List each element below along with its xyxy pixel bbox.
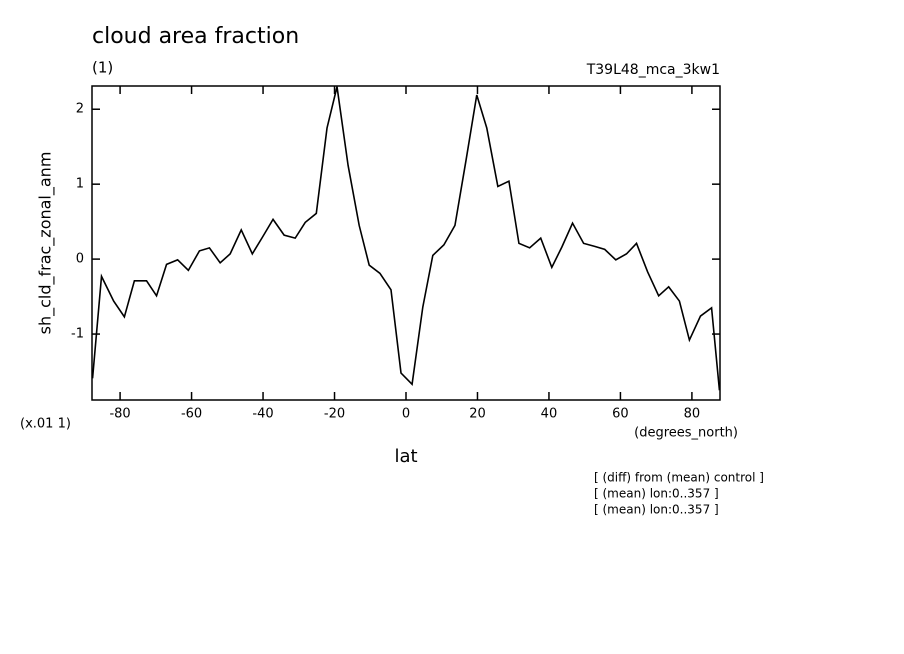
x-units: (degrees_north) xyxy=(634,426,738,441)
x-tick-label: -80 xyxy=(109,407,130,422)
note: [ (diff) from (mean) control ] xyxy=(594,471,764,485)
y-tick-label: 2 xyxy=(76,102,84,117)
y-tick-label: 1 xyxy=(76,177,84,192)
note: [ (mean) lon:0..357 ] xyxy=(594,487,719,501)
note: [ (mean) lon:0..357 ] xyxy=(594,503,719,517)
x-tick-label: 60 xyxy=(612,407,629,422)
x-tick-label: 20 xyxy=(469,407,486,422)
run-label: T39L48_mca_3kw1 xyxy=(586,62,720,78)
scale-label: (x.01 1) xyxy=(20,417,71,432)
subtitle: (1) xyxy=(92,59,113,77)
x-tick-label: 80 xyxy=(684,407,701,422)
chart-title: cloud area fraction xyxy=(92,24,299,49)
x-tick-label: 0 xyxy=(402,407,410,422)
x-tick-label: -60 xyxy=(181,407,202,422)
y-axis-label: sh_cld_frac_zonal_anm xyxy=(36,152,56,335)
x-tick-label: -40 xyxy=(252,407,273,422)
x-axis-label: lat xyxy=(394,446,417,467)
plot-frame xyxy=(91,85,721,401)
x-tick-label: -20 xyxy=(324,407,345,422)
data-line xyxy=(91,86,721,391)
y-tick-label: -1 xyxy=(71,327,84,342)
x-tick-label: 40 xyxy=(541,407,558,422)
y-tick-label: 0 xyxy=(76,252,84,267)
